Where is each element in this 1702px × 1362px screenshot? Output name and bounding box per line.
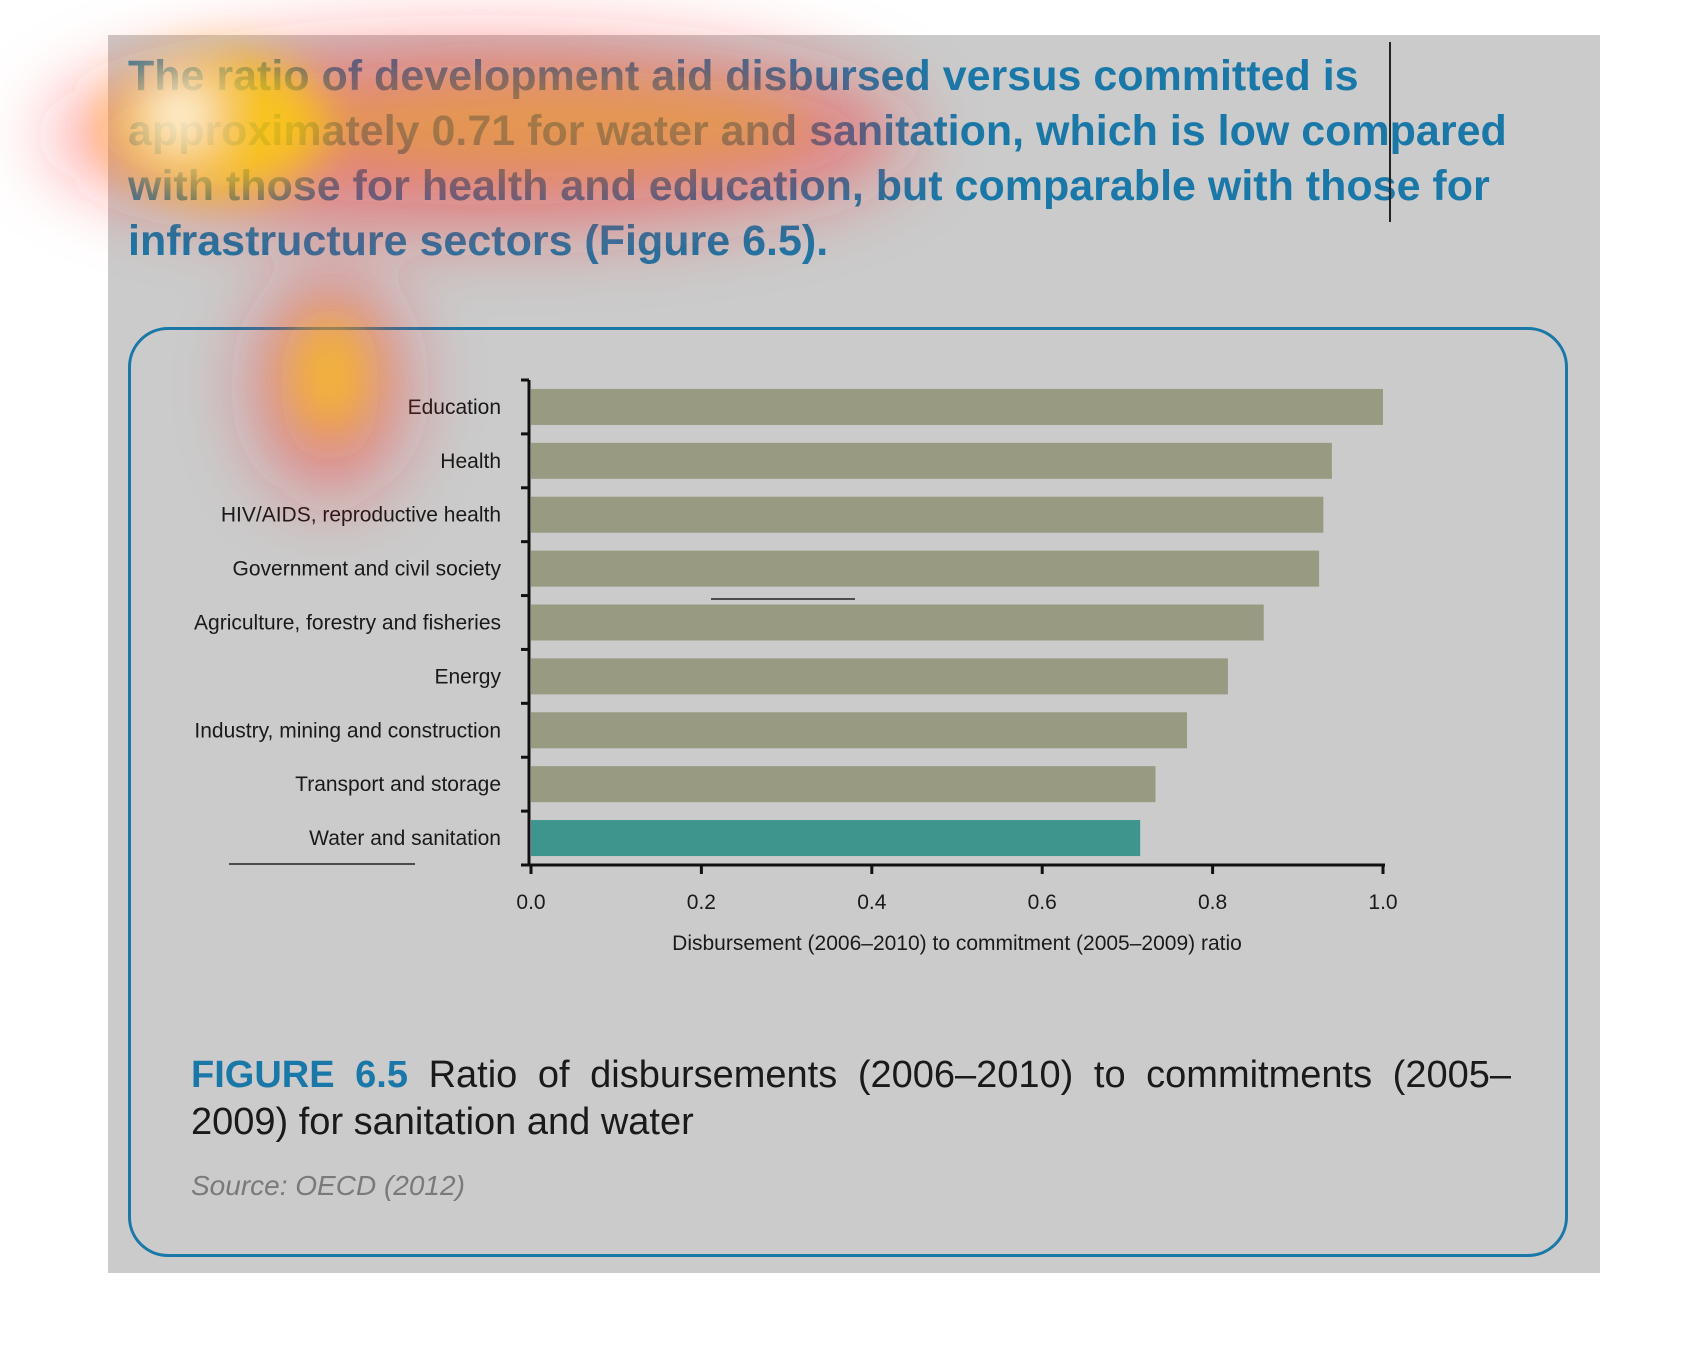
- category-label: Industry, mining and construction: [194, 719, 501, 742]
- category-label: Health: [440, 450, 501, 473]
- x-tick-label: 0.4: [857, 891, 887, 914]
- x-tick-labels: 0.0 0.2 0.4 0.6 0.8 1.0: [516, 891, 1397, 914]
- figure-label: FIGURE 6.5: [191, 1054, 408, 1096]
- category-label: Transport and storage: [295, 773, 501, 796]
- category-label: Energy: [434, 665, 501, 688]
- figure-caption: FIGURE 6.5 Ratio of disbursements (2006–…: [191, 1052, 1511, 1146]
- bar-energy: [531, 658, 1228, 695]
- text-cursor: [1389, 42, 1391, 222]
- x-tick-label: 0.6: [1028, 891, 1057, 914]
- x-tick-label: 1.0: [1368, 891, 1397, 914]
- x-tick-label: 0.8: [1198, 891, 1227, 914]
- bar-agriculture-forestry-and-fisheries: [531, 604, 1264, 641]
- bar-water-and-sanitation: [531, 820, 1141, 857]
- bar-hiv-aids-reproductive-health: [531, 496, 1324, 533]
- category-label: Education: [408, 396, 501, 419]
- bar-government-and-civil-society: [531, 550, 1320, 587]
- category-label: HIV/AIDS, reproductive health: [221, 504, 501, 527]
- bar-health: [531, 442, 1332, 479]
- axes-group: [521, 378, 1385, 874]
- bar-transport-and-storage: [531, 766, 1156, 803]
- figure-caption-text: Ratio of disbursements (2006–2010) to co…: [191, 1054, 1511, 1143]
- source-note: Source: OECD (2012): [191, 1170, 465, 1201]
- bar-chart: Education Health HIV/AIDS, reproductive he…: [194, 378, 1398, 955]
- bar-education: [531, 388, 1383, 425]
- figure-box: Education Health HIV/AIDS, reproductive he…: [128, 327, 1568, 1257]
- category-labels: Education Health HIV/AIDS, reproductive he…: [194, 396, 501, 850]
- x-tick-label: 0.2: [687, 891, 716, 914]
- category-label: Water and sanitation: [309, 827, 501, 850]
- x-tick-label: 0.0: [516, 891, 545, 914]
- x-axis-title: Disbursement (2006–2010) to commitment (…: [672, 932, 1242, 955]
- slide: The ratio of development aid disbursed v…: [108, 35, 1600, 1273]
- bar-industry-mining-and-construction: [531, 712, 1188, 749]
- category-label: Agriculture, forestry and fisheries: [194, 612, 501, 635]
- bars-group: [531, 388, 1383, 857]
- headline-text: The ratio of development aid disbursed v…: [128, 52, 1507, 265]
- category-label: Government and civil society: [233, 558, 502, 581]
